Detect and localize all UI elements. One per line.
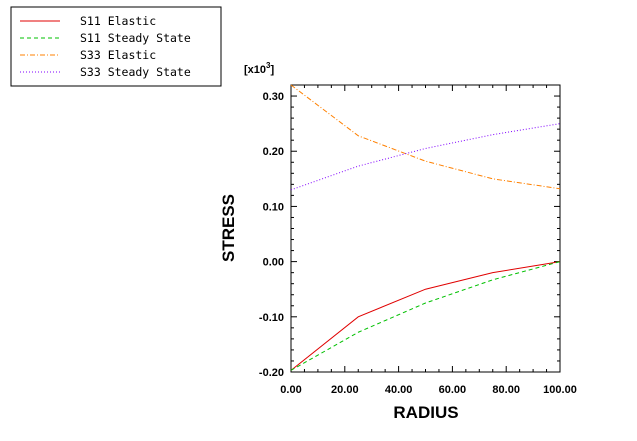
y-tick-label: 0.20 xyxy=(263,146,284,158)
x-axis-title: RADIUS xyxy=(393,403,458,422)
plot-frame xyxy=(290,84,561,373)
series-line-2 xyxy=(290,261,561,371)
y-multiplier-label: [x103] xyxy=(244,61,274,76)
x-tick-label: 0.00 xyxy=(280,384,301,396)
y-tick-label: 0.00 xyxy=(263,257,284,269)
y-tick-label: 0.10 xyxy=(263,201,284,213)
legend-label: S11 Elastic xyxy=(80,14,156,28)
series-line-1 xyxy=(290,261,561,371)
series-line-4 xyxy=(290,123,561,191)
series-lines xyxy=(290,84,561,371)
x-tick-label: 80.00 xyxy=(492,384,520,396)
series-line-3 xyxy=(290,84,561,190)
x-tick-label: 100.00 xyxy=(543,384,577,396)
y-tick-label: -0.10 xyxy=(259,312,284,324)
y-axis-title: STRESS xyxy=(219,194,238,262)
x-tick-label: 40.00 xyxy=(385,384,413,396)
axis-ticks xyxy=(290,84,561,373)
y-tick-label: 0.30 xyxy=(263,91,284,103)
legend-label: S33 Elastic xyxy=(80,48,156,62)
x-tick-label: 20.00 xyxy=(331,384,359,396)
legend: S11 Elastic S11 Steady State S33 Elastic S3… xyxy=(10,6,222,87)
legend-label: S33 Steady State xyxy=(80,65,191,79)
x-tick-label: 60.00 xyxy=(439,384,467,396)
legend-box xyxy=(10,6,222,87)
axis-tick-labels: 0.00 20.00 40.00 60.00 80.00 100.00 -0.20 -0.10… xyxy=(259,91,577,396)
y-tick-label: -0.20 xyxy=(259,367,284,379)
legend-label: S11 Steady State xyxy=(80,31,191,45)
